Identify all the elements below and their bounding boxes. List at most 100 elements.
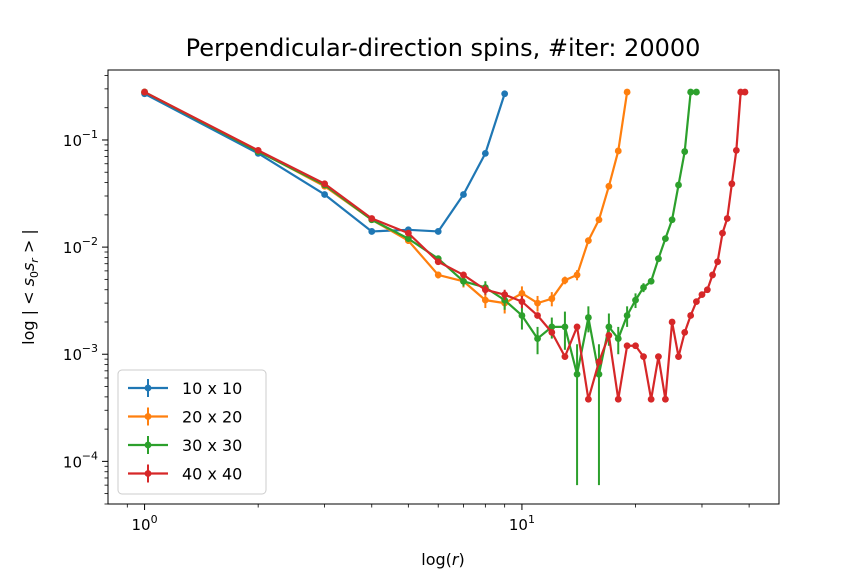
data-point [534,312,541,319]
data-point [548,328,556,336]
series-1 [141,90,509,235]
data-point [728,180,736,188]
data-point [595,370,603,378]
data-point [623,342,631,350]
data-point [675,353,682,361]
data-point [561,353,569,361]
y-tick-label: 10−2 [63,235,98,257]
chart-title: Perpendicular-direction spins, #iter: 20… [186,34,701,62]
data-point [693,88,700,96]
data-point [584,314,592,321]
y-tick-label: 10−3 [63,342,98,364]
data-point [368,215,376,222]
x-tick-label: 100 [132,513,158,534]
data-point [573,370,581,378]
legend: 10 x 10 20 x 20 30 x 30 40 x 40 [117,369,267,495]
legend-label: 20 x 20 [182,408,242,427]
data-point [584,395,592,403]
legend-swatch-marker [144,441,152,449]
legend-swatch-marker [144,413,152,420]
data-point [434,228,442,235]
data-point [534,299,541,307]
data-point [404,235,412,243]
data-point [501,291,509,299]
data-point [605,331,613,339]
data-point [141,88,148,96]
legend-item: 30 x 30 [128,436,242,455]
data-point [647,277,655,285]
data-point [573,323,581,331]
data-point [732,146,740,154]
legend-label: 40 x 40 [182,465,242,484]
data-point [662,235,669,243]
x-tick-label: 101 [509,513,535,534]
data-point [605,182,613,190]
data-point [668,216,676,224]
data-point [681,328,689,336]
data-point [681,148,689,155]
data-point [687,88,695,96]
data-point [632,342,639,350]
data-point [368,228,376,235]
data-point [675,181,682,189]
data-point [573,271,581,279]
legend-label: 30 x 30 [182,436,242,455]
data-point [481,149,489,157]
data-point [518,312,526,319]
series-line [144,90,745,401]
data-point [655,353,662,361]
data-point [548,323,556,331]
data-point [640,353,647,361]
data-point [709,271,716,279]
data-point [623,88,631,96]
data-point [404,229,412,237]
data-point [460,271,467,279]
data-point [632,296,639,304]
data-point [595,216,603,224]
legend-item: 40 x 40 [128,464,242,484]
series-line [144,92,506,233]
y-tick-label: 10−4 [63,449,98,471]
data-point [723,215,731,222]
data-point [254,146,262,154]
y-axis-label: log | < s0sr > | [19,229,41,345]
data-point [741,88,749,96]
data-point [434,271,442,279]
series-3 [141,88,700,486]
data-point [561,323,569,331]
data-point [584,237,592,245]
data-point [321,180,329,188]
data-point [561,276,569,284]
data-point [518,298,526,305]
data-point [647,395,655,403]
legend-label: 10 x 10 [182,379,242,398]
data-point [481,286,489,294]
data-point [614,147,622,155]
data-point [534,335,541,342]
data-point [662,395,669,403]
data-point [668,318,676,326]
data-point [434,258,442,266]
data-point [501,90,509,98]
legend-box [117,369,267,495]
legend-item: 20 x 20 [128,407,242,427]
data-point [595,358,603,366]
x-axis-label: log(r) [421,550,464,569]
data-point [518,289,526,297]
data-point [640,284,647,291]
data-point [703,286,711,294]
series-4 [141,88,749,403]
data-point [719,229,726,237]
data-point [623,312,631,319]
data-point [460,191,467,198]
data-point [698,291,706,299]
data-point [605,323,613,331]
legend-item: 10 x 10 [128,379,242,398]
data-point [548,295,556,303]
series-line [144,91,629,305]
data-point [614,335,622,342]
data-point [321,191,329,198]
legend-swatch-marker [144,384,152,392]
data-point [687,312,695,319]
